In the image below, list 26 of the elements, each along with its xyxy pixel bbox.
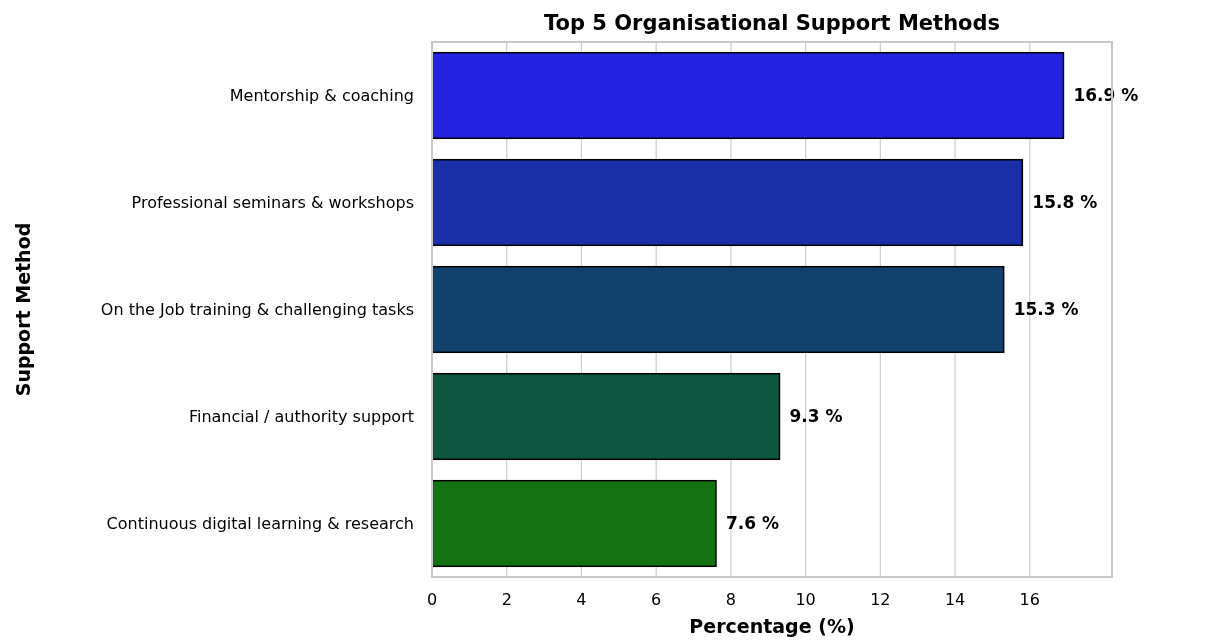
bar — [431, 372, 781, 461]
bar — [431, 479, 717, 568]
y-tick-label: Mentorship & coaching — [229, 86, 414, 106]
x-tick-label: 14 — [944, 590, 966, 609]
x-tick-label: 4 — [576, 590, 587, 609]
y-tick-label: Financial / authority support — [188, 407, 414, 427]
data-label: 15.8 % — [1032, 192, 1098, 213]
x-axis-title: Percentage (%) — [689, 615, 855, 637]
y-tick-label: On the Job training & challenging tasks — [100, 300, 414, 320]
x-tick-label: 16 — [1019, 590, 1040, 609]
data-label: 7.6 % — [725, 513, 780, 534]
x-tick-label: 2 — [501, 590, 512, 609]
y-tick-label: Professional seminars & workshops — [131, 193, 414, 213]
x-tick-label: 8 — [725, 590, 736, 609]
chart-title: Top 5 Organisational Support Methods — [543, 11, 1001, 35]
x-tick-label: 6 — [651, 590, 662, 609]
x-tick-label: 12 — [870, 590, 891, 609]
bar — [431, 158, 1024, 247]
data-label: 9.3 % — [789, 406, 843, 427]
data-label: 15.3 % — [1013, 299, 1079, 320]
bar — [431, 265, 1005, 354]
bar — [431, 51, 1065, 140]
y-axis-title: Support Method — [12, 222, 34, 397]
x-tick-label: 0 — [426, 590, 438, 609]
y-tick-label: Continuous digital learning & research — [106, 514, 414, 534]
x-tick-label: 10 — [795, 590, 816, 609]
